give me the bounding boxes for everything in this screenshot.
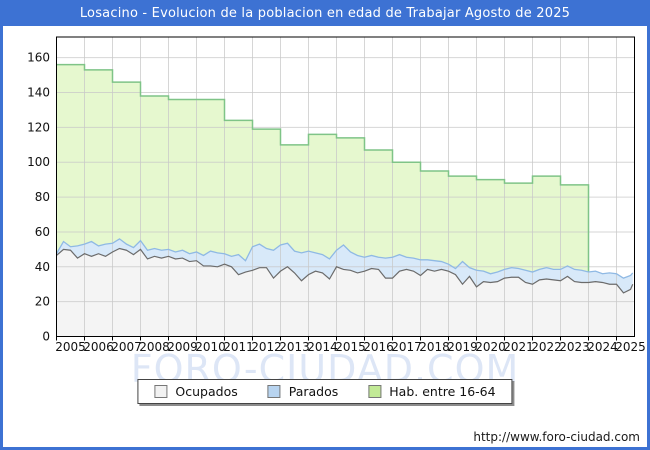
- y-axis-label: 160: [27, 51, 50, 65]
- title-bar: Losacino - Evolucion de la poblacion en …: [0, 0, 650, 26]
- x-axis-label: 2023: [559, 340, 590, 354]
- y-axis-label: 20: [35, 295, 50, 309]
- legend-item-parados: Parados: [267, 384, 339, 399]
- x-axis-label: 2011: [223, 340, 254, 354]
- x-axis-label: 2009: [167, 340, 198, 354]
- x-axis-label: 2008: [139, 340, 170, 354]
- legend-item-ocupados: Ocupados: [154, 384, 238, 399]
- x-axis-label: 2024: [587, 340, 618, 354]
- x-axis-label: 2022: [531, 340, 562, 354]
- ocupados-line: [56, 247, 634, 294]
- y-axis-label: 140: [27, 86, 50, 100]
- x-axis-label: 2010: [195, 340, 226, 354]
- x-axis-label: 2005: [55, 340, 86, 354]
- y-axis-label: 100: [27, 155, 50, 169]
- x-axis-label: 2014: [307, 340, 338, 354]
- hab-16-64-line: [56, 63, 590, 273]
- plot-border: [56, 36, 635, 337]
- ocupados-area: [56, 248, 633, 337]
- legend-label-ocupados: Ocupados: [175, 384, 238, 399]
- chart-legend: Ocupados Parados Hab. entre 16-64: [137, 379, 513, 404]
- x-axis-label: 2012: [251, 340, 282, 354]
- footer-url-link[interactable]: http://www.foro-ciudad.com: [473, 430, 640, 444]
- legend-label-parados: Parados: [288, 384, 339, 399]
- x-axis-label: 2013: [279, 340, 310, 354]
- y-axis-label: 80: [35, 190, 50, 204]
- x-axis-label: 2021: [503, 340, 534, 354]
- x-axis-label: 2006: [83, 340, 114, 354]
- x-axis-label: 2019: [447, 340, 478, 354]
- x-axis-label: 2025: [615, 340, 646, 354]
- hab16-64-swatch-icon: [368, 385, 382, 398]
- chart-title: Losacino - Evolucion de la poblacion en …: [79, 5, 571, 21]
- x-axis-label: 2020: [475, 340, 506, 354]
- parados-line: [55, 238, 634, 279]
- y-axis-label: 40: [35, 260, 50, 274]
- parados-swatch-icon: [267, 385, 281, 398]
- legend-label-hab16-64: Hab. entre 16-64: [389, 384, 496, 399]
- x-axis-label: 2018: [419, 340, 450, 354]
- legend-item-hab16-64: Hab. entre 16-64: [368, 384, 496, 399]
- y-axis-label: 0: [42, 330, 50, 344]
- y-axis-label: 60: [35, 225, 50, 239]
- x-axis-label: 2015: [335, 340, 366, 354]
- ocupados-swatch-icon: [154, 385, 168, 398]
- y-axis-label: 120: [27, 120, 50, 134]
- x-axis-label: 2016: [363, 340, 394, 354]
- x-axis-label: 2007: [111, 340, 142, 354]
- x-axis-label: 2017: [391, 340, 422, 354]
